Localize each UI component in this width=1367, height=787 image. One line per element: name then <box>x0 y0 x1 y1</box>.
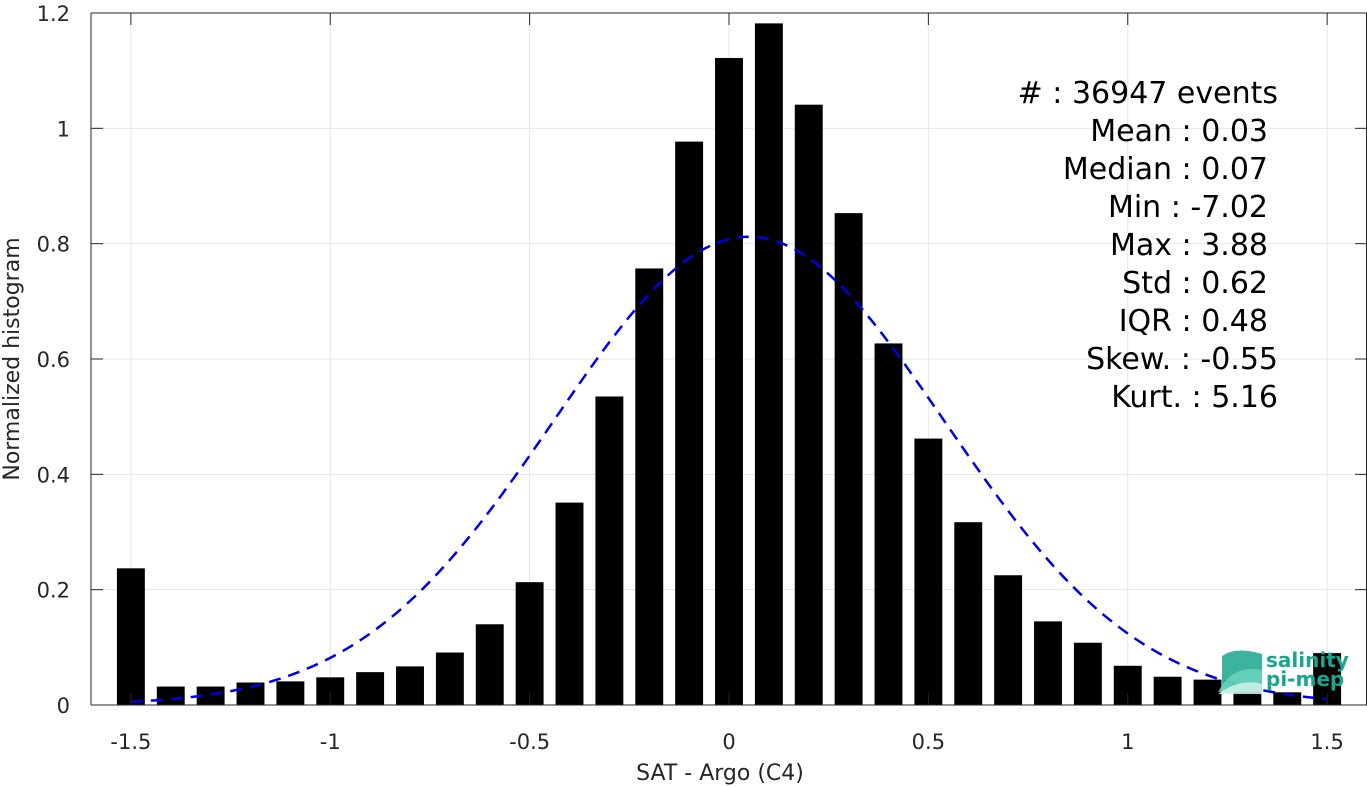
logo-wave-icon <box>1218 650 1262 694</box>
bar <box>954 522 983 705</box>
stat-min: Min : -7.02 <box>1108 190 1268 225</box>
y-axis-label: Normalized histogram <box>0 237 25 480</box>
salinity-pimep-logo: salinity pi-mep <box>1218 648 1349 694</box>
bar <box>635 268 664 705</box>
stat-std: Std : 0.62 <box>1122 266 1268 301</box>
bar <box>914 438 943 705</box>
gaussian-fit <box>130 235 1328 704</box>
bar <box>196 686 225 705</box>
y-tick-label: 0.6 <box>37 348 70 372</box>
bar <box>715 57 743 706</box>
y-tick-label: 0.8 <box>37 233 70 257</box>
bar <box>435 652 464 705</box>
bar <box>356 672 385 705</box>
y-tick-label: 1 <box>57 117 70 141</box>
bar <box>116 568 145 705</box>
bar <box>754 23 783 705</box>
bar <box>874 343 903 705</box>
y-ticks: 0 0.2 0.4 0.6 0.8 1 1.2 <box>37 2 1367 718</box>
logo-line1: salinity <box>1266 648 1349 672</box>
bar <box>475 624 504 705</box>
x-tick-label: -0.5 <box>509 730 550 754</box>
bar <box>396 666 424 705</box>
bar <box>276 681 305 705</box>
bar <box>675 141 704 705</box>
stat-count: # : 36947 events <box>1018 76 1278 111</box>
bar <box>994 575 1023 705</box>
bar <box>1073 642 1102 705</box>
fit-curve <box>130 235 1328 704</box>
statistics-box: # : 36947 events Mean : 0.03 Median : 0.… <box>1018 76 1278 415</box>
logo-line2: pi-mep <box>1266 667 1344 691</box>
bar <box>1153 676 1182 705</box>
x-tick-label: 0 <box>722 730 735 754</box>
bar <box>515 582 544 705</box>
y-tick-label: 0 <box>57 694 70 718</box>
stat-max: Max : 3.88 <box>1110 228 1268 263</box>
stat-skew: Skew. : -0.55 <box>1086 342 1278 377</box>
x-ticks: -1.5 -1 -0.5 0 0.5 1 1.5 <box>110 13 1344 754</box>
x-tick-label: -1 <box>320 730 341 754</box>
bars <box>116 23 1342 706</box>
bar <box>236 682 265 705</box>
bar <box>1193 679 1222 705</box>
bar <box>555 502 584 705</box>
x-tick-label: 0.5 <box>912 730 945 754</box>
x-tick-label: 1 <box>1121 730 1134 754</box>
y-tick-label: 0.4 <box>37 463 70 487</box>
bar <box>156 686 185 705</box>
bar <box>595 396 624 705</box>
stat-mean: Mean : 0.03 <box>1090 114 1268 149</box>
stat-median: Median : 0.07 <box>1063 152 1268 187</box>
x-tick-label: -1.5 <box>110 730 151 754</box>
bar <box>1034 621 1062 705</box>
y-tick-label: 1.2 <box>37 2 70 26</box>
stat-iqr: IQR : 0.48 <box>1119 304 1268 339</box>
y-tick-label: 0.2 <box>37 579 70 603</box>
stat-kurt: Kurt. : 5.16 <box>1111 380 1278 415</box>
bar <box>794 104 823 705</box>
x-tick-label: 1.5 <box>1310 730 1343 754</box>
bar <box>834 213 863 705</box>
x-axis-label: SAT - Argo (C4) <box>636 761 804 786</box>
